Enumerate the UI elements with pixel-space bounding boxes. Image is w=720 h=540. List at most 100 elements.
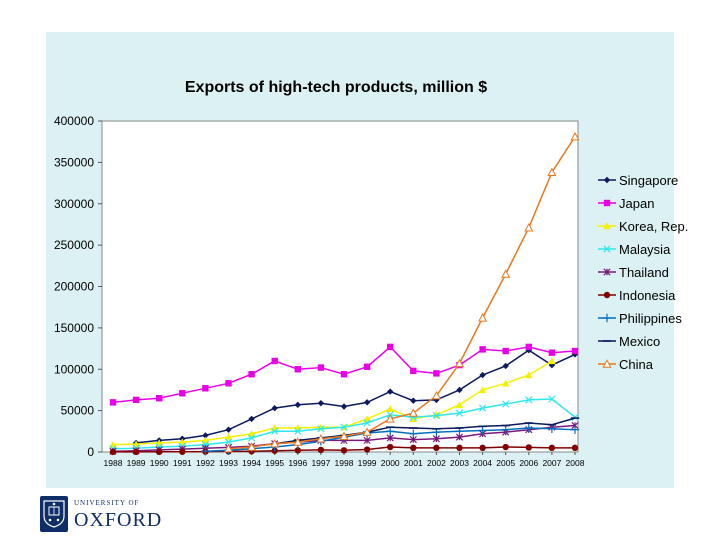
x-tick-label: 2000 [381, 458, 400, 468]
data-point-singapore [294, 401, 301, 409]
data-point-singapore [317, 399, 325, 407]
legend-marker-china [602, 359, 612, 368]
data-point-singapore [410, 397, 417, 404]
oxford-crest-icon [40, 496, 68, 532]
legend-marker-singapore [603, 176, 611, 184]
x-tick-label: 2007 [542, 458, 561, 468]
data-point-china [408, 408, 418, 417]
x-tick-label: 1988 [104, 458, 123, 468]
data-point-singapore [248, 415, 255, 423]
data-point-japan [202, 385, 209, 392]
legend: Singapore Japan Korea, Rep. Malaysia Thailan… [598, 173, 688, 372]
legend-marker-indonesia [603, 291, 611, 299]
data-point-malaysia [548, 395, 556, 403]
data-point-malaysia [294, 427, 302, 435]
data-point-korea-rep [224, 433, 233, 441]
top-white-band [0, 0, 720, 32]
y-tick-label: 150000 [54, 321, 94, 335]
legend-item-korea-rep: Korea, Rep. [598, 219, 688, 234]
legend-label-malaysia: Malaysia [619, 242, 671, 257]
data-point-japan [387, 343, 394, 351]
legend-label-indonesia: Indonesia [619, 288, 676, 303]
legend-label-thailand: Thailand [619, 265, 669, 280]
data-point-indonesia [156, 448, 163, 456]
x-axis: 1988 1989 1990 1991 1992 1993 1994 1995 1996 1997… [104, 452, 585, 468]
legend-label-japan: Japan [619, 196, 654, 211]
y-axis: 0 50000 100000 150000 200000 250000 300000 3500… [54, 114, 102, 459]
data-point-china [570, 131, 580, 141]
legend-item-japan: Japan [598, 196, 654, 211]
data-point-malaysia [455, 409, 464, 417]
data-point-china [293, 437, 303, 446]
series-layer [109, 131, 580, 456]
data-point-japan [525, 343, 532, 351]
data-point-philippines [570, 425, 580, 434]
series-malaysia [109, 395, 579, 453]
data-point-singapore [456, 386, 463, 394]
data-point-japan [271, 357, 278, 365]
legend-item-malaysia: Malaysia [598, 242, 671, 257]
x-tick-label: 2002 [427, 458, 446, 468]
legend-label-philippines: Philippines [619, 311, 682, 326]
logo-oxford-text: OXFORD [74, 509, 163, 531]
data-point-indonesia [433, 444, 440, 452]
data-point-china [247, 442, 257, 451]
series-china [223, 131, 580, 453]
data-point-japan [179, 390, 186, 397]
data-point-malaysia [271, 427, 279, 435]
data-point-philippines [201, 446, 210, 456]
data-point-japan [363, 363, 371, 370]
data-point-china [547, 167, 557, 177]
data-point-japan [410, 367, 417, 375]
legend-label-china: China [619, 357, 654, 372]
data-point-singapore [202, 432, 209, 439]
data-point-indonesia [571, 444, 579, 452]
data-point-japan [433, 370, 440, 377]
data-point-singapore [340, 403, 348, 410]
data-point-thailand [432, 435, 441, 443]
x-tick-label: 1994 [242, 458, 261, 468]
x-tick-label: 2003 [450, 458, 469, 468]
oxford-logo: UNIVERSITY OF OXFORD [40, 496, 161, 534]
x-tick-label: 1991 [173, 458, 192, 468]
data-point-korea-rep [548, 357, 556, 365]
legend-label-mexico: Mexico [619, 334, 660, 349]
data-point-philippines [547, 424, 557, 434]
data-point-indonesia [456, 444, 463, 452]
x-tick-label: 1989 [127, 458, 146, 468]
x-tick-label: 2008 [566, 458, 585, 468]
y-tick-label: 100000 [54, 362, 94, 376]
data-point-singapore [525, 347, 532, 354]
data-point-japan [109, 399, 117, 406]
data-point-indonesia [294, 447, 301, 454]
legend-item-thailand: Thailand [598, 265, 669, 280]
y-tick-label: 350000 [54, 155, 94, 169]
data-point-china [316, 434, 326, 443]
data-point-indonesia [525, 444, 532, 451]
x-tick-label: 2005 [496, 458, 515, 468]
y-tick-label: 50000 [61, 404, 95, 418]
data-point-japan [248, 371, 255, 378]
data-point-indonesia [317, 446, 325, 454]
legend-marker-malaysia [603, 245, 611, 253]
data-point-indonesia [340, 447, 348, 454]
data-point-japan [571, 347, 579, 355]
data-point-china [524, 222, 534, 232]
legend-marker-philippines [602, 313, 612, 323]
data-point-korea-rep [409, 415, 417, 423]
data-point-korea-rep [455, 401, 464, 409]
data-point-malaysia [317, 425, 325, 433]
legend-item-mexico: Mexico [598, 334, 660, 349]
data-point-japan [548, 349, 556, 356]
legend-item-indonesia: Indonesia [598, 288, 676, 303]
data-point-malaysia [224, 438, 233, 446]
data-point-china [501, 269, 511, 278]
data-point-singapore [502, 362, 509, 370]
data-point-malaysia [478, 404, 487, 412]
data-point-korea-rep [478, 386, 487, 394]
x-tick-label: 1999 [358, 458, 377, 468]
data-point-japan [225, 380, 232, 387]
data-point-indonesia [179, 448, 186, 455]
data-point-japan [294, 366, 301, 373]
